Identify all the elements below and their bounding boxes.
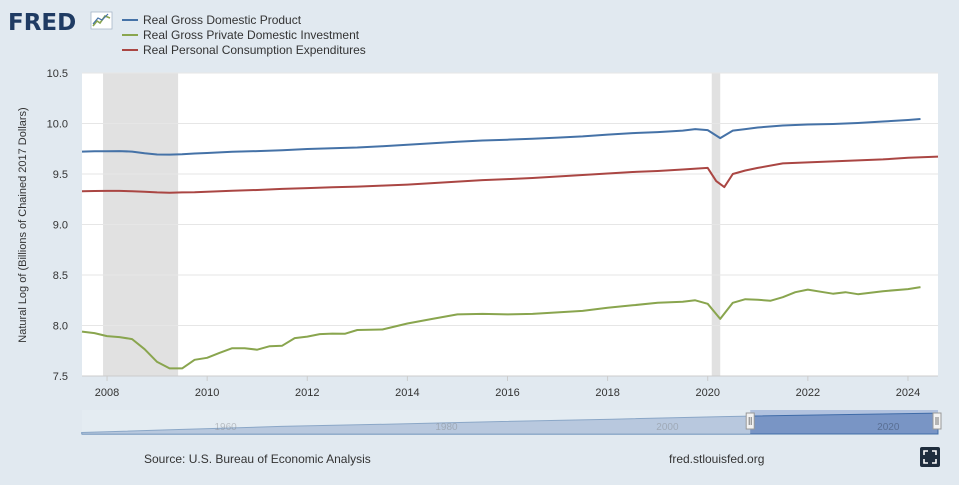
navigator-unselected-mask xyxy=(82,410,751,434)
navigator-handle-left[interactable] xyxy=(745,412,755,430)
y-tick-label: 9.0 xyxy=(53,220,68,232)
navigator[interactable]: 1960 1980 2000 2020 xyxy=(81,410,942,435)
x-tick-label: 2012 xyxy=(295,387,319,399)
x-tick-label: 2024 xyxy=(896,387,920,399)
navigator-labels: 1960 1980 2000 2020 xyxy=(214,422,899,433)
x-tick-label: 2008 xyxy=(95,387,119,399)
fred-logo-icon xyxy=(90,11,113,30)
x-tick-label: 2022 xyxy=(796,387,820,399)
y-axis-label: Natural Log of (Billions of Chained 2017… xyxy=(17,107,29,342)
legend-item-investment[interactable]: Real Gross Private Domestic Investment xyxy=(122,28,360,42)
y-tick-label: 10.0 xyxy=(47,119,68,131)
series-lines xyxy=(81,118,939,370)
y-axis-ticks: 7.5 8.0 8.5 9.0 9.5 10.0 10.5 xyxy=(47,68,68,383)
x-tick-label: 2014 xyxy=(395,387,419,399)
series-line-investment[interactable] xyxy=(81,286,921,370)
series-line-consumption[interactable] xyxy=(81,155,939,194)
legend-item-consumption[interactable]: Real Personal Consumption Expenditures xyxy=(122,43,366,57)
navigator-label: 1960 xyxy=(214,422,237,433)
y-tick-label: 8.5 xyxy=(53,270,68,282)
y-tick-label: 8.0 xyxy=(53,321,68,333)
fullscreen-button[interactable] xyxy=(920,447,940,467)
y-tick-label: 9.5 xyxy=(53,169,68,181)
legend: Real Gross Domestic Product Real Gross P… xyxy=(122,13,366,57)
x-tick-label: 2010 xyxy=(195,387,219,399)
fred-url-text[interactable]: fred.stlouisfed.org xyxy=(669,452,764,466)
fred-logo[interactable]: FRED xyxy=(8,10,113,36)
x-tick-label: 2020 xyxy=(695,387,719,399)
x-axis-ticks: 2008 2010 2012 2014 2016 2018 2020 2022 2024 xyxy=(82,375,938,399)
fullscreen-icon xyxy=(920,447,940,467)
x-tick-label: 2016 xyxy=(495,387,519,399)
navigator-handle-right[interactable] xyxy=(932,412,942,430)
source-text: Source: U.S. Bureau of Economic Analysis xyxy=(144,452,371,466)
legend-label-consumption: Real Personal Consumption Expenditures xyxy=(143,43,366,57)
x-tick-label: 2018 xyxy=(595,387,619,399)
navigator-label: 2000 xyxy=(656,422,679,433)
navigator-label: 2020 xyxy=(877,422,900,433)
fred-logo-text: FRED xyxy=(8,10,76,36)
y-tick-label: 7.5 xyxy=(53,371,68,383)
navigator-selected-range[interactable] xyxy=(750,410,938,434)
legend-label-investment: Real Gross Private Domestic Investment xyxy=(143,28,360,42)
legend-item-gdp[interactable]: Real Gross Domestic Product xyxy=(122,13,302,27)
y-tick-label: 10.5 xyxy=(47,68,68,80)
navigator-label: 1980 xyxy=(435,422,458,433)
legend-label-gdp: Real Gross Domestic Product xyxy=(143,13,302,27)
series-line-gdp[interactable] xyxy=(81,118,921,156)
